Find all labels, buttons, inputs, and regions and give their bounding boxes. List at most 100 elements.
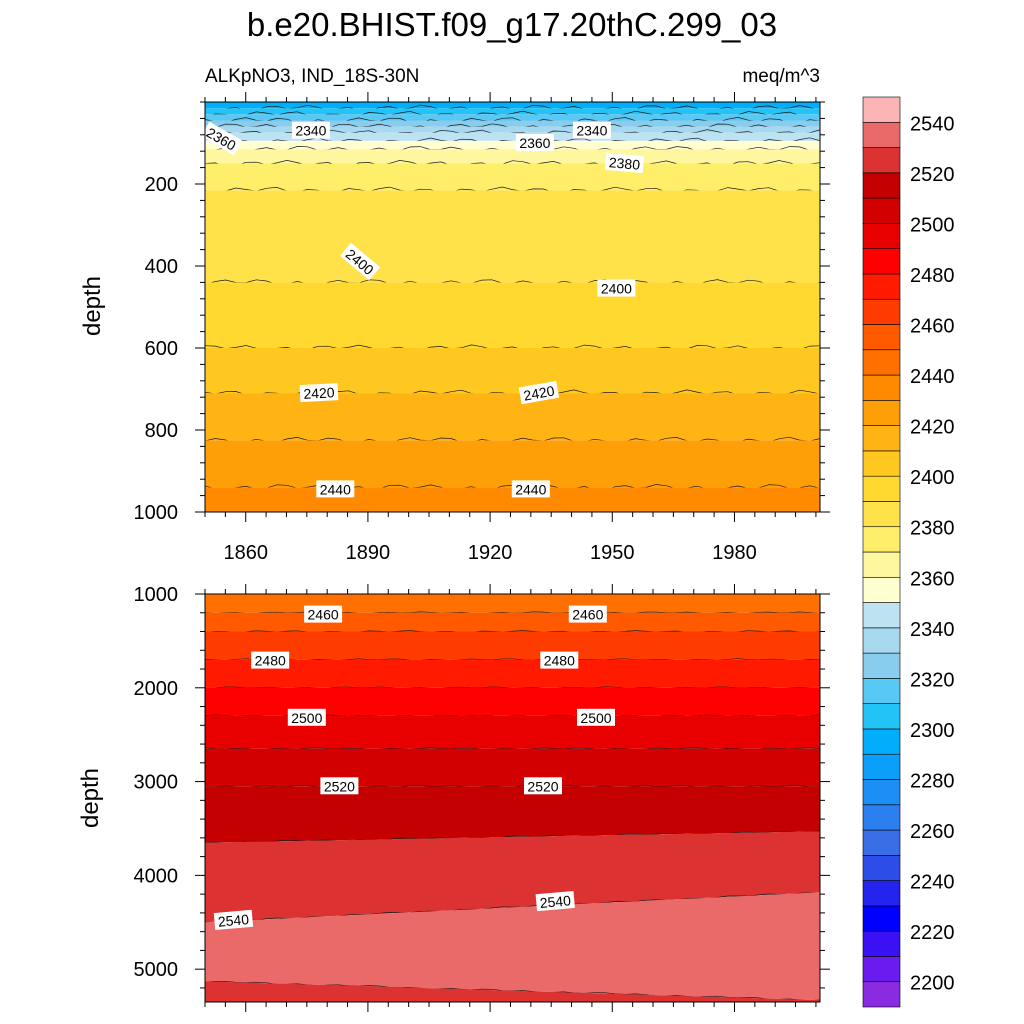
colorbar-tick-label: 2440: [910, 366, 955, 388]
colorbar-tick-label: 2500: [910, 214, 955, 236]
contour-label-lower-9: 2540: [535, 890, 575, 912]
y-tick-label: 5000: [134, 959, 179, 981]
contour-band-lower-9: [205, 892, 820, 1001]
contour-band-lower-8: [205, 831, 820, 923]
colorbar-box: [862, 349, 901, 376]
lower-panel: 2460 2460 2480 2480 2500 2500 2520 2520 2540 2540…: [134, 584, 830, 1012]
plot-frame-upper: [204, 101, 821, 513]
colorbar-tick-label: 2280: [910, 771, 955, 793]
contour-band-upper-11: [205, 348, 820, 394]
contour-label-upper-10: 2440: [511, 480, 550, 498]
colorbar-box: [862, 602, 901, 629]
y-tick-label: 800: [145, 420, 178, 442]
contour-band-upper-1: [205, 108, 820, 115]
svg-text:2440: 2440: [515, 481, 546, 497]
contour-band-lower-7: [205, 786, 820, 843]
contour-label-lower-3: 2480: [540, 651, 579, 669]
colorbar-tick-label: 2460: [910, 316, 955, 338]
colorbar-box: [862, 678, 901, 704]
colorbar-box: [862, 905, 901, 932]
contour-band-lower-5: [205, 715, 820, 749]
svg-text:2420: 2420: [522, 382, 556, 403]
contour-band-lower-3: [205, 659, 820, 688]
plot-frame-lower: [204, 593, 821, 1003]
contour-band-upper-5: [205, 132, 820, 141]
colorbar-box: [862, 627, 901, 654]
colorbar-box: [862, 703, 901, 730]
colorbar-tick-label: 2380: [910, 518, 955, 540]
contour-band-upper-7: [205, 149, 820, 164]
colorbar-box: [862, 804, 901, 831]
colorbar-box: [862, 425, 901, 452]
colorbar-tick-label: 2340: [910, 619, 955, 641]
contour-label-lower-7: 2520: [524, 777, 562, 795]
colorbar-box: [862, 172, 901, 199]
contour-band-upper-0: [205, 102, 820, 109]
contour-band-upper-2: [205, 114, 820, 121]
chart-subtitle-left: ALKpNO3, IND_18S-30N: [205, 66, 419, 87]
colorbar-box: [862, 880, 901, 907]
colorbar-tick-label: 2240: [910, 872, 955, 894]
colorbar-box: [862, 855, 901, 881]
contour-band-lower-2: [205, 631, 820, 660]
y-tick-label: 2000: [134, 678, 179, 700]
lower-y-axis-label: depth: [77, 768, 104, 828]
colorbar-box: [862, 753, 901, 780]
contour-label-upper-0: 2340: [291, 121, 330, 139]
contour-band-upper-13: [205, 440, 820, 488]
y-tick-label: 3000: [134, 772, 179, 794]
colorbar-tick-label: 2220: [910, 922, 955, 944]
svg-text:2500: 2500: [291, 710, 322, 726]
colorbar-box: [862, 551, 901, 578]
colorbar-box: [862, 829, 901, 856]
colorbar-box: [862, 930, 901, 957]
colorbar-box: [862, 779, 901, 806]
svg-text:2480: 2480: [544, 653, 575, 669]
colorbar-tick-label: 2520: [910, 164, 955, 186]
y-tick-label: 1000: [134, 584, 179, 606]
contour-band-upper-4: [205, 126, 820, 133]
colorbar-box: [862, 324, 901, 351]
contour-band-upper-9: [205, 190, 820, 283]
contour-label-lower-8: 2540: [213, 909, 254, 931]
contour-label-lower-6: 2520: [320, 777, 359, 795]
svg-text:2340: 2340: [576, 123, 607, 139]
colorbar-tick-label: 2200: [910, 973, 955, 995]
colorbar-box: [862, 197, 901, 224]
colorbar-box: [862, 576, 901, 603]
contour-band-lower-6: [205, 748, 820, 787]
svg-text:2420: 2420: [303, 384, 335, 402]
x-tick-label: 1980: [712, 542, 757, 564]
svg-text:2540: 2540: [539, 892, 572, 911]
chart-subtitle-right: meq/m^3: [742, 66, 820, 87]
y-tick-label: 400: [145, 256, 178, 278]
contour-label-lower-4: 2500: [287, 708, 326, 726]
x-tick-label: 1890: [346, 542, 391, 564]
colorbar-tick-label: 2360: [910, 568, 955, 590]
svg-text:2360: 2360: [519, 135, 550, 151]
contour-label-upper-8: 2420: [518, 380, 560, 405]
svg-text:2460: 2460: [572, 607, 603, 623]
contour-label-upper-6: 2400: [597, 279, 636, 297]
contour-label-upper-3: 2360: [515, 134, 554, 151]
svg-text:2480: 2480: [255, 653, 286, 669]
y-tick-label: 4000: [134, 865, 179, 887]
colorbar-tick-label: 2260: [910, 821, 955, 843]
colorbar-box: [862, 400, 901, 426]
contour-label-lower-0: 2460: [304, 605, 343, 623]
y-tick-label: 1000: [134, 502, 179, 524]
y-tick-label: 200: [145, 174, 178, 196]
svg-text:2400: 2400: [601, 281, 632, 297]
colorbar-box: [862, 728, 901, 755]
x-tick-label: 1950: [590, 542, 635, 564]
colorbar-box: [862, 475, 901, 502]
svg-text:2380: 2380: [608, 154, 641, 173]
contour-band-upper-3: [205, 120, 820, 127]
contour-band-lower-10: [205, 981, 820, 1002]
contour-label-lower-1: 2460: [568, 605, 607, 623]
x-tick-label: 1920: [468, 542, 513, 564]
colorbar-box: [862, 652, 901, 679]
contour-band-upper-8: [205, 163, 820, 191]
colorbar-tick-label: 2400: [910, 467, 955, 489]
